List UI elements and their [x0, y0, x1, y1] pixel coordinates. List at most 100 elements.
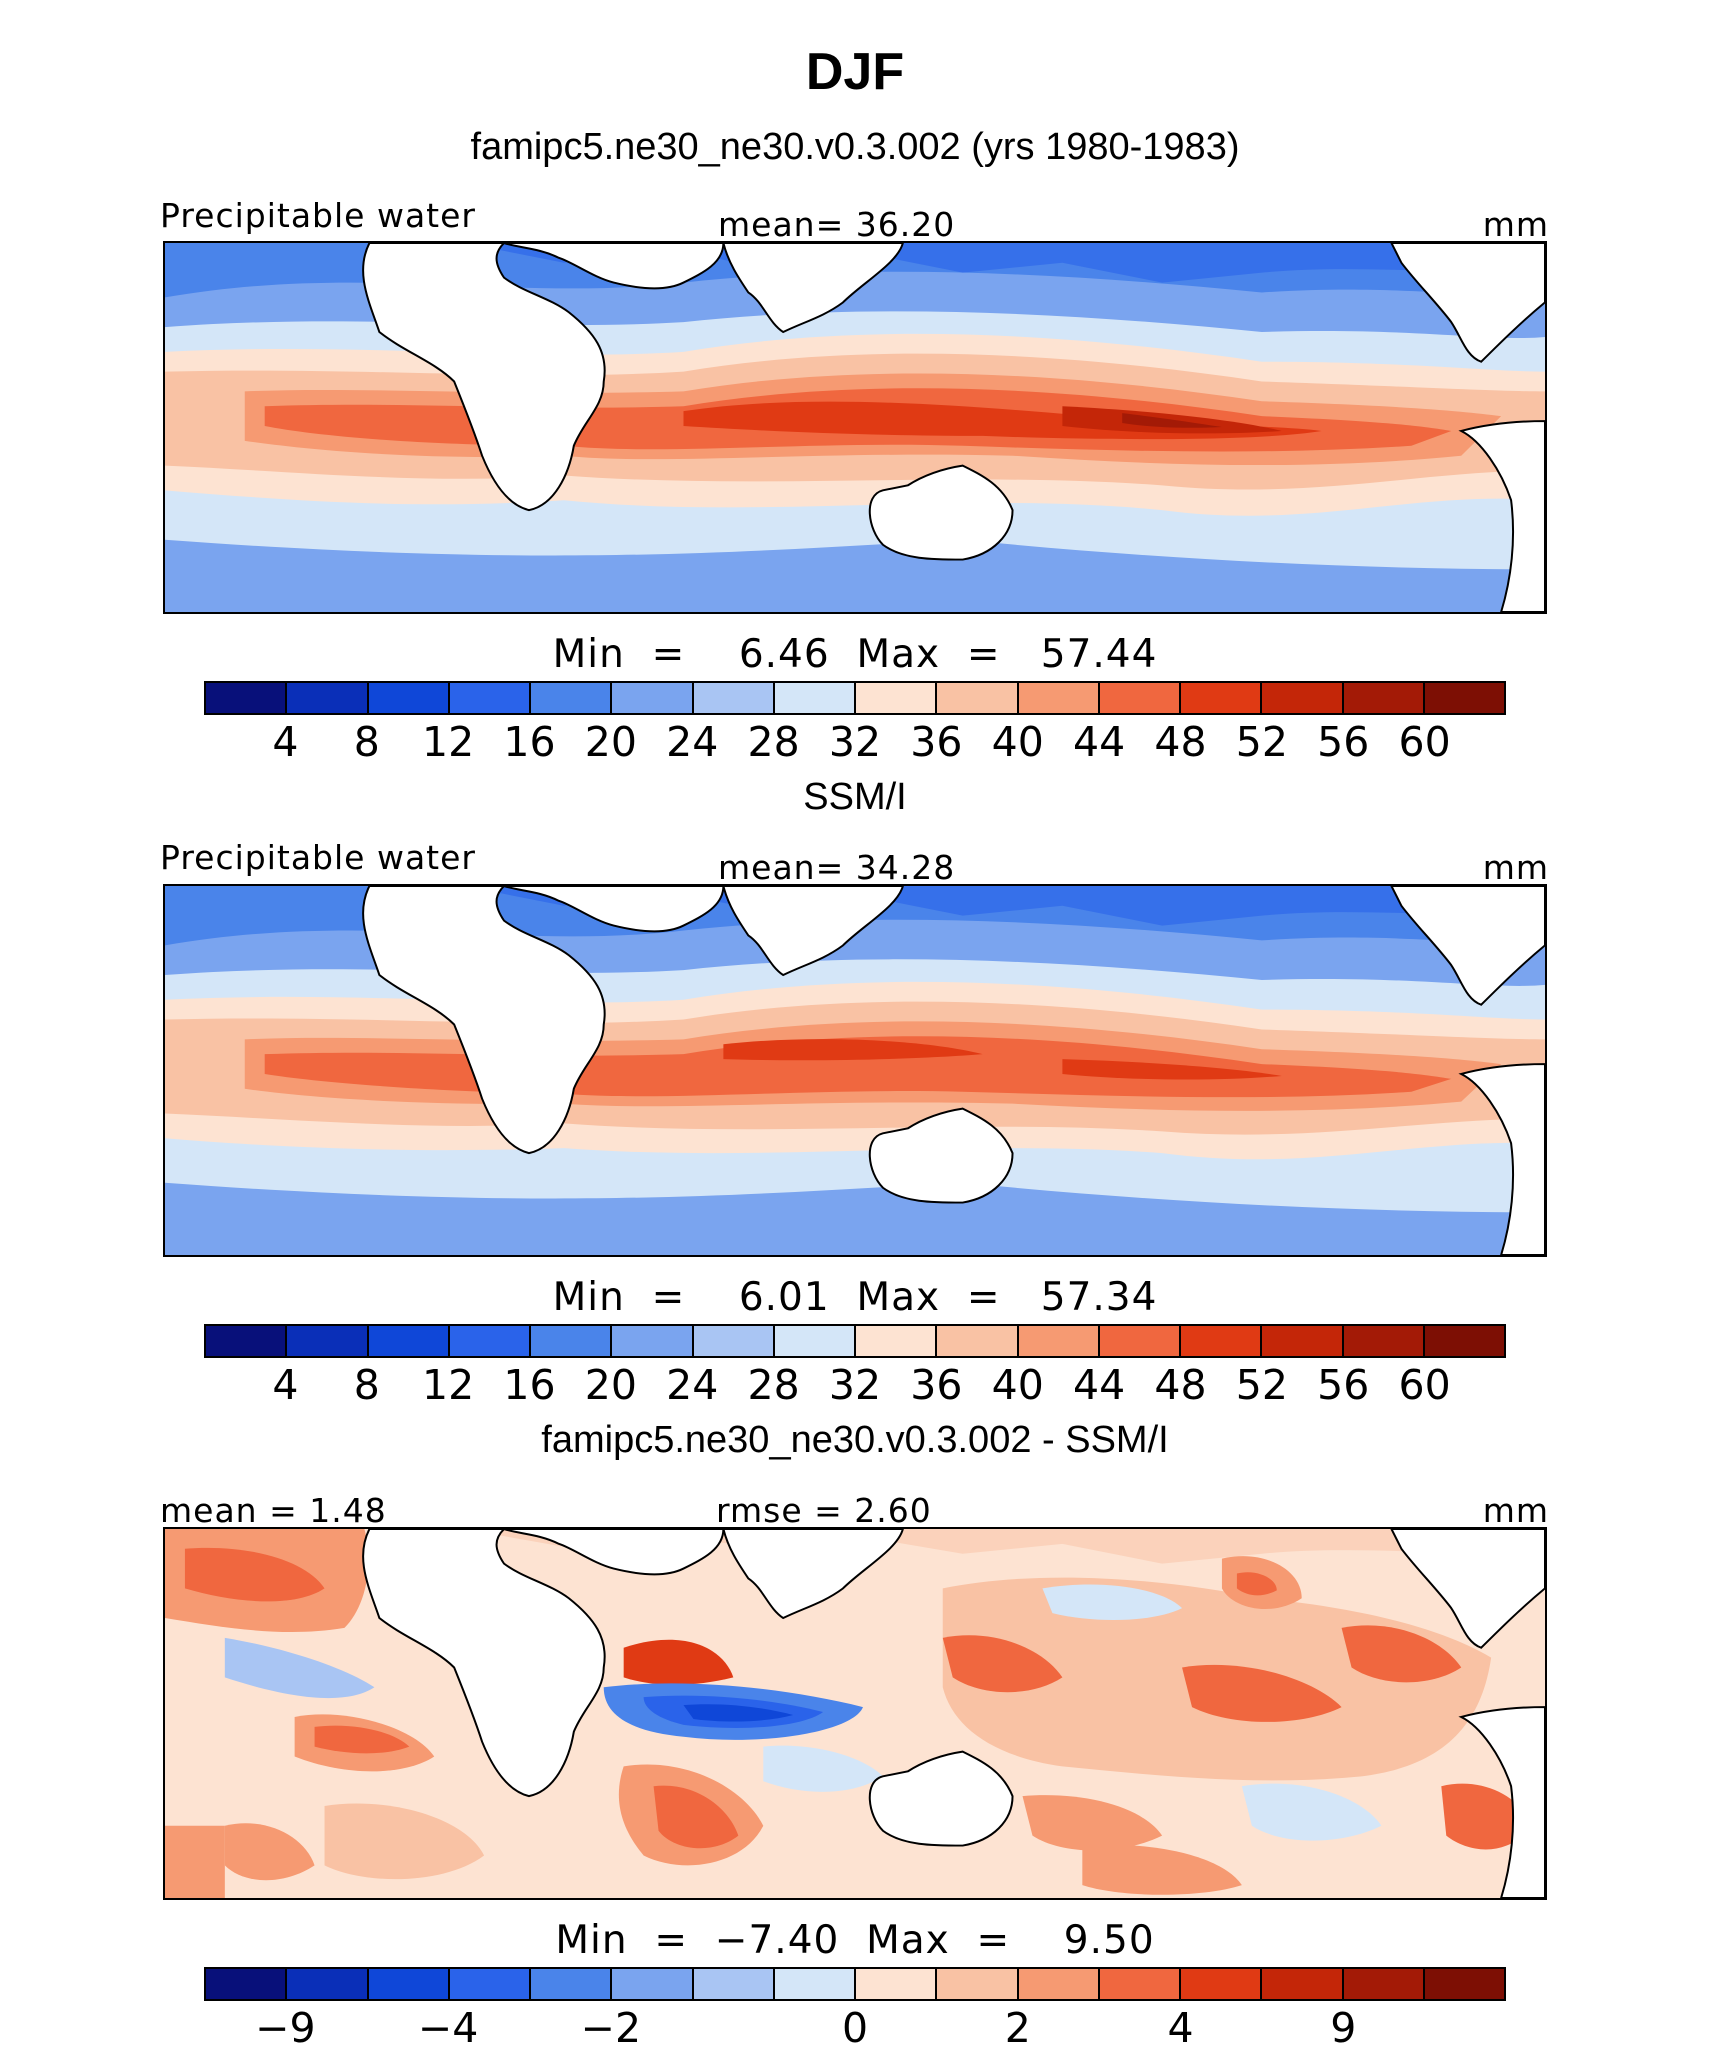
colorbar-tick-label: 4: [1167, 2004, 1194, 2052]
panel-1-variable-label: Precipitable water: [160, 196, 476, 235]
colorbar-swatch: [937, 1326, 1019, 1356]
colorbar-tick-label: 8: [353, 718, 380, 766]
colorbar-tick-label: 4: [272, 718, 299, 766]
colorbar-tick-label: −9: [255, 2004, 316, 2052]
panel-1-contour-map: [165, 243, 1545, 612]
colorbar-swatch: [206, 1326, 288, 1356]
panel-3-contour-map: [165, 1529, 1545, 1898]
colorbar-tick-label: 12: [422, 1361, 475, 1409]
colorbar-tick-label: 28: [747, 718, 800, 766]
colorbar-swatch: [449, 1969, 531, 1999]
colorbar-tick-label: 32: [828, 718, 882, 766]
colorbar-swatch: [531, 1326, 613, 1356]
colorbar-swatch: [693, 1969, 775, 1999]
panel-2-min-max: Min = 6.01 Max = 57.34: [552, 1275, 1158, 1320]
panel-2-units-label: mm: [1482, 848, 1549, 887]
colorbar-tick-label: 36: [910, 718, 963, 766]
panel-2-heading: SSM/I: [803, 776, 907, 818]
colorbar-tick-label: 52: [1235, 718, 1288, 766]
colorbar-swatch: [693, 683, 775, 713]
panel-3-rmse-label: rmse = 2.60: [716, 1491, 932, 1530]
colorbar-swatch: [937, 1969, 1019, 1999]
panel-2-mean-label: mean= 34.28: [718, 848, 956, 887]
colorbar-tick-label: 44: [1073, 1361, 1126, 1409]
colorbar-tick-label: 32: [828, 1361, 882, 1409]
colorbar-swatch: [368, 683, 450, 713]
colorbar-tick-label: 16: [503, 718, 556, 766]
colorbar-tick-label: 16: [503, 1361, 556, 1409]
colorbar-tick-label: 48: [1154, 718, 1207, 766]
panel-1-colorbar-ticks: 4 8 12 16 20 24 28 32 36 40 44 48 52 56 60: [0, 718, 1710, 768]
panel-1-min-max: Min = 6.46 Max = 57.44: [552, 632, 1158, 677]
panel-3-units-label: mm: [1482, 1491, 1549, 1530]
panel-3-mean-label: mean = 1.48: [160, 1491, 387, 1530]
colorbar-swatch: [449, 1326, 531, 1356]
colorbar-swatch: [1018, 683, 1100, 713]
colorbar-tick-label: 24: [666, 1361, 719, 1409]
colorbar-swatch: [287, 1969, 369, 1999]
colorbar-swatch: [1424, 1326, 1504, 1356]
colorbar-swatch: [1424, 683, 1504, 713]
colorbar-swatch: [774, 1326, 856, 1356]
colorbar-swatch: [774, 1969, 856, 1999]
panel-2-colorbar: [204, 1324, 1506, 1358]
colorbar-tick-label: 20: [584, 1361, 637, 1409]
panel-3-min-max: Min = −7.40 Max = 9.50: [555, 1918, 1155, 1963]
panel-1-mean-label: mean= 36.20: [718, 205, 956, 244]
colorbar-swatch: [856, 1969, 938, 1999]
colorbar-swatch: [1099, 683, 1181, 713]
colorbar-swatch: [612, 683, 694, 713]
colorbar-tick-label: 24: [666, 718, 719, 766]
colorbar-tick-label: 0: [841, 2004, 869, 2052]
panel-2-colorbar-ticks: 4 8 12 16 20 24 28 32 36 40 44 48 52 56 60: [0, 1361, 1710, 1411]
colorbar-swatch: [1262, 1969, 1344, 1999]
colorbar-swatch: [206, 683, 288, 713]
panel-1-heading: famipc5.ne30_ne30.v0.3.002 (yrs 1980-198…: [470, 126, 1240, 168]
colorbar-swatch: [531, 683, 613, 713]
colorbar-swatch: [449, 683, 531, 713]
colorbar-tick-label: 36: [910, 1361, 963, 1409]
colorbar-tick-label: 9: [1330, 2004, 1357, 2052]
colorbar-swatch: [1343, 1326, 1425, 1356]
colorbar-tick-label: 2: [1004, 2004, 1031, 2052]
panel-3-map: [163, 1527, 1547, 1900]
colorbar-tick-label: 12: [422, 718, 475, 766]
colorbar-swatch: [1262, 1326, 1344, 1356]
colorbar-swatch: [774, 683, 856, 713]
colorbar-tick-label: 40: [991, 718, 1044, 766]
colorbar-tick-label: 4: [272, 1361, 299, 1409]
panel-3-colorbar: [204, 1967, 1506, 2001]
figure-title: DJF: [805, 43, 905, 101]
colorbar-swatch: [1343, 683, 1425, 713]
colorbar-tick-label: 60: [1398, 1361, 1451, 1409]
colorbar-swatch: [856, 683, 938, 713]
colorbar-swatch: [206, 1969, 288, 1999]
panel-3-colorbar-ticks: −9 −4 −2 0 2 4 9: [0, 2004, 1710, 2052]
colorbar-swatch: [1181, 1969, 1263, 1999]
panel-2-variable-label: Precipitable water: [160, 838, 476, 877]
colorbar-tick-label: −2: [580, 2004, 642, 2052]
colorbar-swatch: [287, 1326, 369, 1356]
colorbar-tick-label: 56: [1317, 1361, 1370, 1409]
colorbar-swatch: [1018, 1326, 1100, 1356]
colorbar-swatch: [368, 1969, 450, 1999]
panel-1-colorbar: [204, 681, 1506, 715]
colorbar-swatch: [1099, 1969, 1181, 1999]
colorbar-tick-label: 28: [747, 1361, 800, 1409]
colorbar-tick-label: 44: [1073, 718, 1126, 766]
colorbar-tick-label: 48: [1154, 1361, 1207, 1409]
colorbar-tick-label: 56: [1317, 718, 1370, 766]
colorbar-tick-label: 52: [1235, 1361, 1288, 1409]
colorbar-tick-label: 8: [353, 1361, 380, 1409]
colorbar-swatch: [1424, 1969, 1504, 1999]
colorbar-swatch: [693, 1326, 775, 1356]
colorbar-swatch: [856, 1326, 938, 1356]
colorbar-tick-label: 40: [991, 1361, 1044, 1409]
colorbar-swatch: [612, 1969, 694, 1999]
colorbar-swatch: [1181, 683, 1263, 713]
colorbar-tick-label: −4: [417, 2004, 479, 2052]
colorbar-swatch: [368, 1326, 450, 1356]
panel-2-contour-map: [165, 886, 1545, 1255]
colorbar-tick-label: 20: [584, 718, 637, 766]
colorbar-swatch: [1181, 1326, 1263, 1356]
